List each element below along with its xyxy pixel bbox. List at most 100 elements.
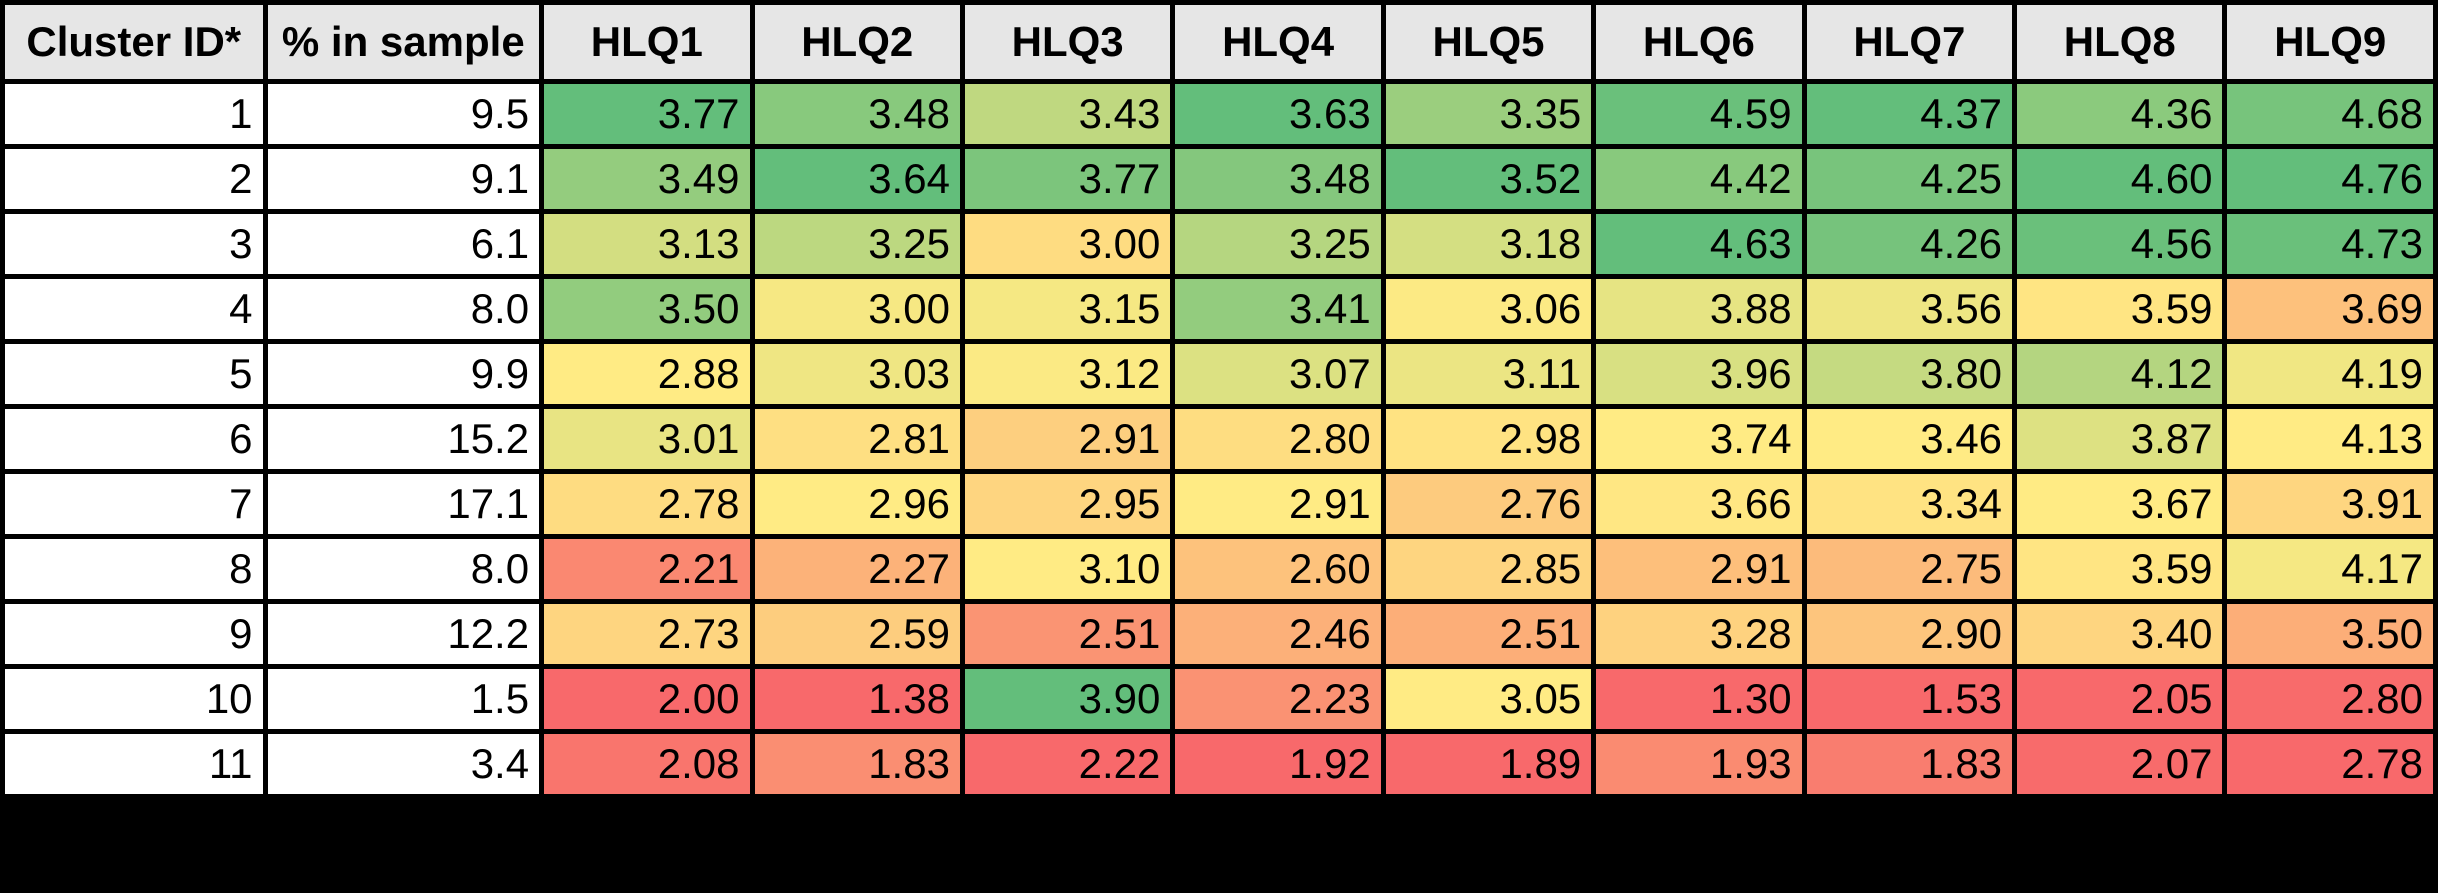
heat-cell-hlq5: 3.35 [1380,79,1597,149]
heat-cell-hlq1: 2.00 [539,664,755,734]
cluster-id-cell: 5 [0,339,268,409]
header-hlq1: HLQ1 [539,0,755,84]
heat-cell-hlq6: 4.63 [1591,209,1807,279]
cluster-id-cell: 2 [0,144,268,214]
pct-in-sample-cell: 6.1 [262,209,545,279]
heat-cell-hlq4: 2.23 [1170,664,1386,734]
heat-cell-hlq8: 4.56 [2012,209,2228,279]
heat-cell-hlq6: 3.74 [1591,404,1807,474]
cluster-id-cell: 11 [0,729,268,799]
table-row: 8 8.0 2.21 2.27 3.10 2.60 2.85 2.91 2.75 3.59 4.17 [0,534,2438,604]
heat-cell-hlq7: 3.56 [1801,274,2018,344]
table-row: 9 12.2 2.73 2.59 2.51 2.46 2.51 3.28 2.90 3.40 3.5… [0,599,2438,669]
heat-cell-hlq8: 3.67 [2012,469,2228,539]
pct-in-sample-cell: 17.1 [262,469,545,539]
heat-cell-hlq8: 2.07 [2012,729,2228,799]
table-row: 7 17.1 2.78 2.96 2.95 2.91 2.76 3.66 3.34 3.67 3.9… [0,469,2438,539]
table-row: 2 9.1 3.49 3.64 3.77 3.48 3.52 4.42 4.25 4.60 4.76 [0,144,2438,214]
header-hlq9: HLQ9 [2222,0,2438,84]
heat-cell-hlq3: 2.91 [959,404,1176,474]
heat-cell-hlq3: 3.77 [959,144,1176,214]
heat-cell-hlq4: 3.48 [1170,144,1386,214]
cluster-id-cell: 6 [0,404,268,474]
heat-cell-hlq9: 4.17 [2222,534,2438,604]
heat-cell-hlq2: 2.59 [749,599,965,669]
heat-cell-hlq4: 2.60 [1170,534,1386,604]
heat-cell-hlq7: 1.53 [1801,664,2018,734]
heat-cell-hlq7: 1.83 [1801,729,2018,799]
heat-cell-hlq8: 4.60 [2012,144,2228,214]
heat-cell-hlq9: 3.50 [2222,599,2438,669]
header-hlq3: HLQ3 [959,0,1176,84]
header-hlq2: HLQ2 [749,0,965,84]
pct-in-sample-cell: 1.5 [262,664,545,734]
heat-cell-hlq1: 3.13 [539,209,755,279]
heat-cell-hlq8: 4.12 [2012,339,2228,409]
heat-cell-hlq6: 4.59 [1591,79,1807,149]
heat-cell-hlq5: 2.85 [1380,534,1597,604]
heat-cell-hlq2: 1.83 [749,729,965,799]
heat-cell-hlq8: 3.87 [2012,404,2228,474]
heat-cell-hlq9: 2.78 [2222,729,2438,799]
heat-cell-hlq7: 4.25 [1801,144,2018,214]
table-row: 6 15.2 3.01 2.81 2.91 2.80 2.98 3.74 3.46 3.87 4.1… [0,404,2438,474]
heat-cell-hlq6: 3.66 [1591,469,1807,539]
header-hlq6: HLQ6 [1591,0,1807,84]
heat-cell-hlq8: 4.36 [2012,79,2228,149]
header-pct-in-sample: % in sample [262,0,545,84]
heat-cell-hlq4: 3.07 [1170,339,1386,409]
heat-cell-hlq6: 3.96 [1591,339,1807,409]
heat-cell-hlq2: 3.64 [749,144,965,214]
heat-cell-hlq3: 3.90 [959,664,1176,734]
table-row: 1 9.5 3.77 3.48 3.43 3.63 3.35 4.59 4.37 4.36 4.68 [0,79,2438,149]
heat-cell-hlq3: 3.43 [959,79,1176,149]
heat-cell-hlq2: 1.38 [749,664,965,734]
table-row: 10 1.5 2.00 1.38 3.90 2.23 3.05 1.30 1.53 2.05 2.8… [0,664,2438,734]
heat-cell-hlq2: 2.81 [749,404,965,474]
heat-cell-hlq4: 3.25 [1170,209,1386,279]
pct-in-sample-cell: 9.9 [262,339,545,409]
header-hlq4: HLQ4 [1170,0,1386,84]
heat-cell-hlq7: 3.34 [1801,469,2018,539]
heat-cell-hlq3: 3.10 [959,534,1176,604]
heat-cell-hlq9: 4.68 [2222,79,2438,149]
heat-cell-hlq9: 4.76 [2222,144,2438,214]
heat-cell-hlq6: 3.28 [1591,599,1807,669]
heat-cell-hlq6: 2.91 [1591,534,1807,604]
cluster-id-cell: 1 [0,79,268,149]
heat-cell-hlq1: 3.01 [539,404,755,474]
heat-cell-hlq2: 2.27 [749,534,965,604]
heat-cell-hlq1: 2.08 [539,729,755,799]
heat-cell-hlq5: 3.18 [1380,209,1597,279]
heat-cell-hlq2: 2.96 [749,469,965,539]
heat-cell-hlq1: 3.49 [539,144,755,214]
heat-cell-hlq6: 4.42 [1591,144,1807,214]
heat-cell-hlq5: 2.76 [1380,469,1597,539]
heat-cell-hlq6: 3.88 [1591,274,1807,344]
heat-cell-hlq5: 2.98 [1380,404,1597,474]
heat-cell-hlq6: 1.93 [1591,729,1807,799]
heat-cell-hlq8: 3.59 [2012,534,2228,604]
pct-in-sample-cell: 8.0 [262,274,545,344]
heat-cell-hlq7: 2.75 [1801,534,2018,604]
pct-in-sample-cell: 15.2 [262,404,545,474]
header-hlq8: HLQ8 [2012,0,2228,84]
header-row: Cluster ID*% in sample HLQ1 HLQ2 HLQ3 HLQ4 HL… [0,0,2438,84]
header-hlq5: HLQ5 [1380,0,1597,84]
cluster-id-cell: 8 [0,534,268,604]
heat-cell-hlq3: 3.12 [959,339,1176,409]
heat-cell-hlq5: 3.11 [1380,339,1597,409]
cluster-id-cell: 10 [0,664,268,734]
heat-cell-hlq7: 3.46 [1801,404,2018,474]
heat-cell-hlq1: 3.50 [539,274,755,344]
heat-cell-hlq9: 4.73 [2222,209,2438,279]
heat-cell-hlq4: 1.92 [1170,729,1386,799]
heat-cell-hlq7: 2.90 [1801,599,2018,669]
table-row: 5 9.9 2.88 3.03 3.12 3.07 3.11 3.96 3.80 4.12 4.19 [0,339,2438,409]
heat-cell-hlq7: 4.26 [1801,209,2018,279]
cluster-id-cell: 9 [0,599,268,669]
heat-cell-hlq1: 2.88 [539,339,755,409]
pct-in-sample-cell: 9.1 [262,144,545,214]
table-row: 3 6.1 3.13 3.25 3.00 3.25 3.18 4.63 4.26 4.56 4.73 [0,209,2438,279]
heat-cell-hlq7: 4.37 [1801,79,2018,149]
